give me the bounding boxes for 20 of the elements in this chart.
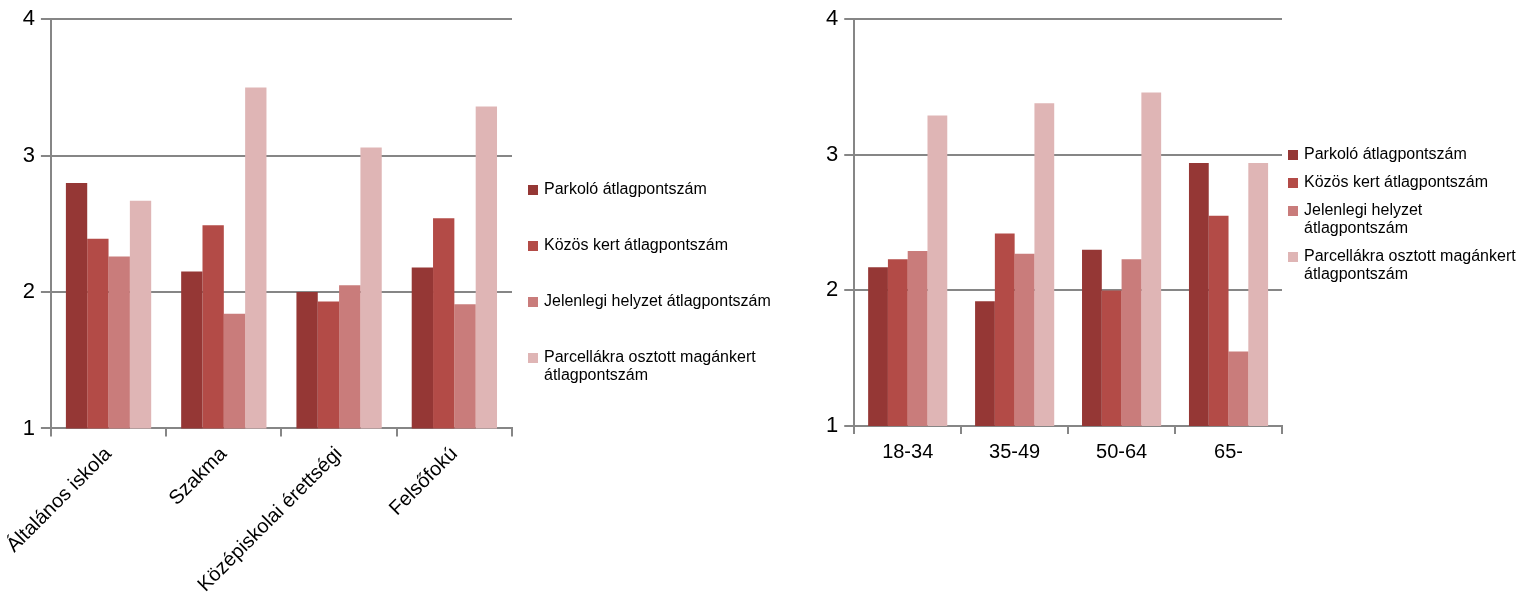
legend-label: Jelenlegi helyzet átlagpontszám: [544, 292, 771, 310]
legend-label: Parkoló átlagpontszám: [544, 180, 707, 198]
legend-label: Parcellákra osztott magánkert átlagpontszám: [544, 348, 757, 384]
x-tick-label: 35-49: [989, 439, 1041, 462]
legend-label: Közös kert átlagpontszám: [544, 236, 729, 254]
y-tick-label: 2: [22, 278, 35, 304]
legend-label: Parkoló átlagpontszám: [1304, 145, 1467, 163]
x-tick-label: 50-64: [1096, 439, 1148, 462]
x-tick-label: 18-34: [882, 439, 934, 462]
x-tick-label: 65-: [1214, 439, 1243, 462]
y-tick-label: 1: [22, 414, 35, 440]
y-tick-label: 1: [825, 412, 839, 438]
legend-label: Közös kert átlagpontszám: [1304, 173, 1489, 191]
y-tick-label: 3: [825, 140, 839, 166]
y-tick-label: 4: [22, 5, 35, 31]
y-tick-label: 3: [22, 141, 35, 167]
y-tick-label: 4: [825, 5, 839, 31]
legend-label: Jelenlegi helyzet átlagpontszám: [1304, 201, 1424, 237]
legend-label: Parcellákra osztott magánkert átlagpontszám: [1304, 247, 1517, 283]
y-tick-label: 2: [825, 276, 839, 302]
